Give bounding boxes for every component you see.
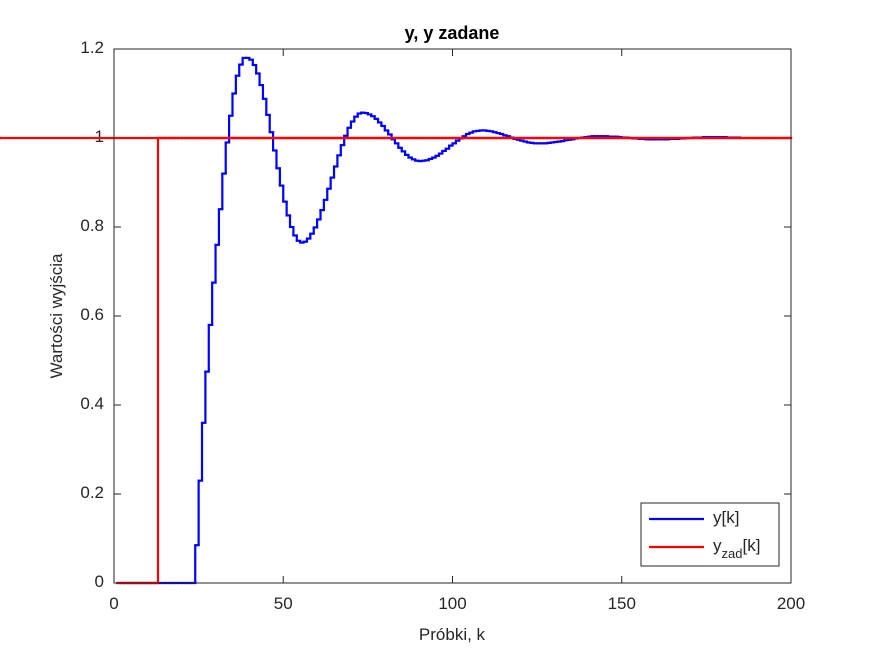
legend: y[k] yzad[k] [640,502,780,567]
y-tick-label: 0.6 [80,305,104,324]
x-tick-label: 100 [438,594,466,613]
y-tick-label: 0.4 [80,394,104,413]
x-axis-label: Próbki, k [419,625,486,644]
x-tick-label: 0 [109,594,118,613]
x-tick-label: 150 [608,594,636,613]
y-axis-label: Wartości wyjścia [47,253,66,379]
y-tick-label: 0.8 [80,216,104,235]
x-tick-label: 50 [274,594,293,613]
legend-label: yzad[k] [713,536,760,560]
chart-title: y, y zadane [405,23,500,43]
legend-box [640,502,780,567]
legend-label: y[k] [713,508,739,527]
x-tick-label: 200 [777,594,805,613]
y-tick-label: 0.2 [80,483,104,502]
y-tick-label: 0 [95,572,104,591]
axes-box [113,48,792,584]
y-tick-label: 1.2 [80,38,104,57]
